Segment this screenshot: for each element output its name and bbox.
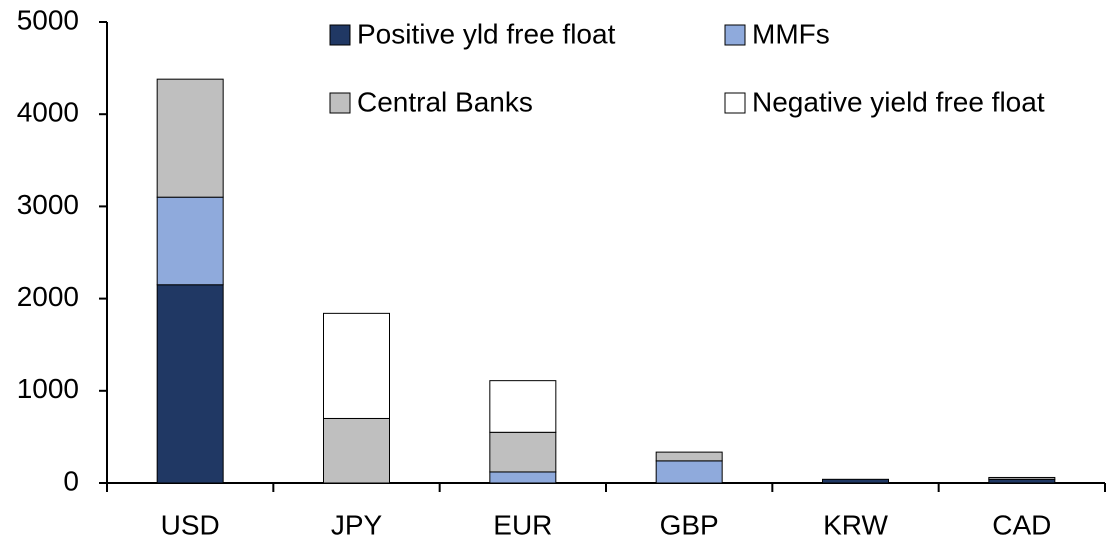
bar-segment: [988, 476, 1056, 480]
x-tick-label: GBP: [660, 509, 719, 540]
x-tick-label: CAD: [992, 509, 1051, 540]
bar-segment: [655, 451, 723, 462]
legend-swatch: [724, 92, 746, 114]
bar-segment: [489, 471, 557, 484]
y-tick-label: 5000: [17, 4, 79, 35]
x-tick-label: USD: [161, 509, 220, 540]
legend-label: Positive yld free float: [357, 18, 616, 49]
legend-swatch: [329, 24, 351, 46]
y-tick-label: 1000: [17, 373, 79, 404]
bar-segment: [988, 478, 1056, 484]
bar-segment: [156, 78, 224, 198]
legend-swatch: [724, 24, 746, 46]
y-tick-label: 3000: [17, 189, 79, 220]
y-tick-label: 4000: [17, 97, 79, 128]
x-tick-label: JPY: [331, 509, 383, 540]
bar-segment: [323, 417, 390, 484]
legend-label: Negative yield free float: [752, 86, 1045, 117]
bar-segment: [156, 196, 224, 286]
x-tick-label: EUR: [493, 509, 552, 540]
y-tick-label: 0: [63, 465, 79, 496]
bar-segment: [156, 284, 224, 484]
bar-segment: [323, 312, 390, 419]
bar-segment: [655, 460, 723, 484]
legend-swatch: [329, 92, 351, 114]
x-tick-label: KRW: [823, 509, 888, 540]
bar-segment: [489, 431, 557, 473]
bar-segment: [822, 478, 889, 484]
legend-label: Central Banks: [357, 86, 533, 117]
bar-segment: [489, 380, 557, 433]
legend-label: MMFs: [752, 18, 830, 49]
y-tick-label: 2000: [17, 281, 79, 312]
